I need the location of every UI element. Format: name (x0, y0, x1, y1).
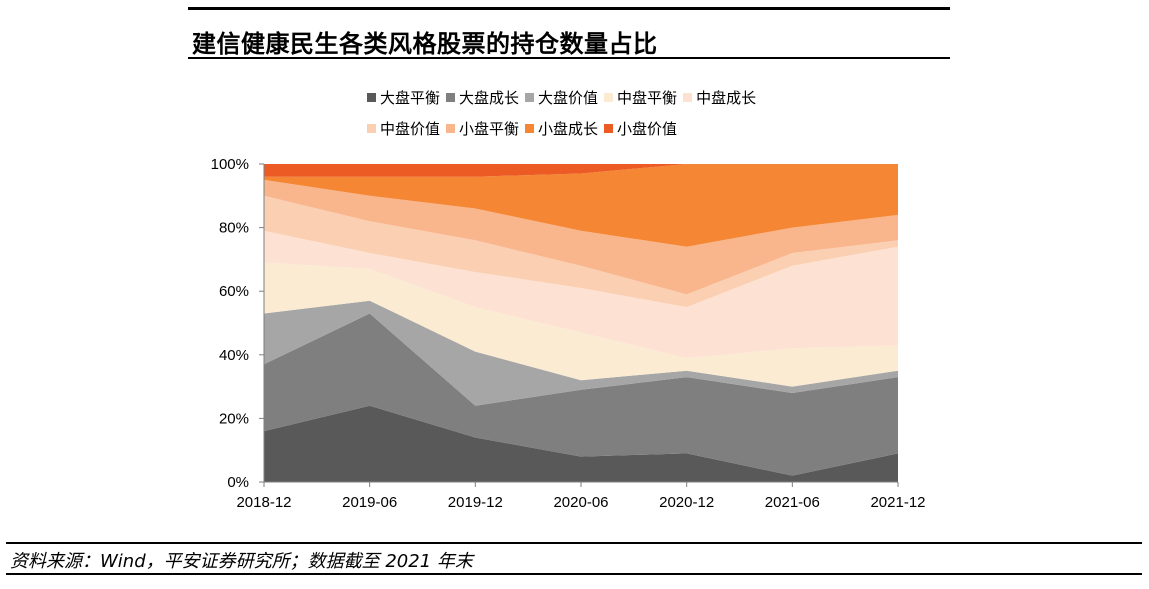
legend-row-2: 中盘价值 小盘平衡 小盘成长 小盘价值 (367, 118, 683, 139)
legend-swatch (525, 124, 535, 133)
y-tick-label: 0% (227, 474, 249, 491)
title-rule (188, 57, 950, 59)
area-series (264, 230, 898, 358)
legend-label: 小盘价值 (617, 120, 678, 138)
top-rule (188, 7, 950, 10)
legend-row-1: 大盘平衡 大盘成长 大盘价值 中盘平衡 中盘成长 (367, 87, 762, 108)
legend-swatch (604, 124, 614, 133)
y-tick-label: 80% (219, 220, 249, 237)
x-tick-label: 2021-12 (870, 494, 925, 511)
legend-label: 中盘成长 (696, 89, 757, 107)
legend-swatch (367, 124, 376, 133)
x-tick-label: 2020-06 (553, 494, 608, 511)
legend-swatch (525, 93, 535, 102)
legend-swatch (683, 93, 693, 102)
legend-item: 大盘价值 (525, 87, 598, 108)
x-tick-label: 2018-12 (236, 494, 291, 511)
y-tick-label: 100% (211, 156, 249, 173)
legend-item: 小盘成长 (525, 118, 598, 139)
legend-item: 中盘价值 (367, 118, 440, 139)
y-tick-label: 40% (219, 347, 249, 364)
source-top-rule (6, 542, 1142, 544)
legend-swatch (367, 93, 376, 102)
chart-areas (264, 164, 898, 482)
chart-title: 建信健康民生各类风格股票的持仓数量占比 (192, 30, 658, 58)
source-bottom-rule (6, 573, 1142, 575)
source-note: 资料来源：Wind，平安证券研究所；数据截至 2021 年末 (10, 551, 473, 572)
legend-item: 小盘平衡 (446, 118, 519, 139)
y-tick-label: 60% (219, 283, 249, 300)
legend-label: 小盘成长 (538, 120, 599, 138)
legend-swatch (446, 124, 456, 133)
legend-item: 中盘平衡 (604, 87, 677, 108)
x-tick-label: 2020-12 (659, 494, 714, 511)
legend-swatch (446, 93, 456, 102)
legend-item: 小盘价值 (604, 118, 677, 139)
legend-label: 小盘平衡 (459, 120, 520, 138)
legend-label: 大盘价值 (538, 89, 599, 107)
legend-item: 大盘成长 (446, 87, 519, 108)
x-tick-label: 2019-12 (448, 494, 503, 511)
legend-label: 中盘价值 (380, 120, 441, 138)
legend-item: 中盘成长 (683, 87, 756, 108)
area-series (264, 313, 898, 476)
chart-axes: 0% 20% 40% 60% 80% 100% 2018-12 2019-06 2019-12 2… (211, 156, 926, 511)
area-series (264, 164, 898, 177)
legend-item: 大盘平衡 (367, 87, 440, 108)
area-series (264, 164, 898, 247)
area-series (264, 405, 898, 482)
x-tick-label: 2019-06 (342, 494, 397, 511)
area-series (264, 300, 898, 406)
y-tick-label: 20% (219, 410, 249, 427)
area-series (264, 262, 898, 387)
x-tick-label: 2021-06 (765, 494, 820, 511)
area-series (264, 195, 898, 308)
legend-label: 中盘平衡 (617, 89, 678, 107)
legend-swatch (604, 93, 614, 102)
area-series (264, 179, 898, 295)
legend-label: 大盘平衡 (380, 89, 441, 107)
legend-label: 大盘成长 (459, 89, 520, 107)
